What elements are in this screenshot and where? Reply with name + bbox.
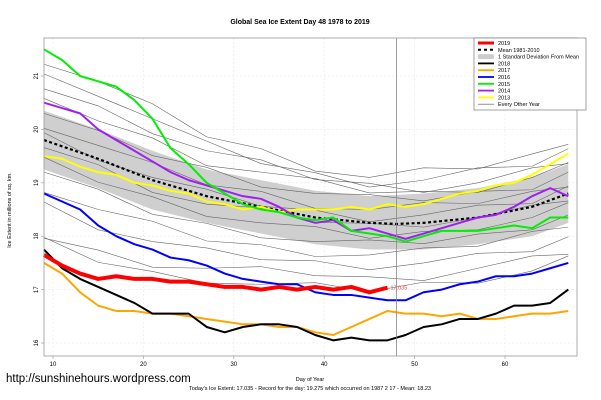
legend-item: 2015 bbox=[478, 82, 510, 88]
y-tick-label: 20 bbox=[34, 125, 40, 132]
legend-label: 2017 bbox=[498, 68, 510, 74]
series-line-2014 bbox=[43, 101, 569, 240]
legend-label: 2015 bbox=[498, 82, 510, 88]
footer-url[interactable]: http://sunshinehours.wordpress.com bbox=[6, 373, 191, 385]
legend-item: 2018 bbox=[478, 61, 510, 67]
y-tick-label: 18 bbox=[34, 232, 40, 239]
other-year-line bbox=[43, 88, 569, 193]
chart-subnote: Today's Ice Extent: 17.035 - Record for … bbox=[189, 386, 431, 392]
series-line-2013 bbox=[43, 152, 569, 214]
x-tick-label: 60 bbox=[502, 362, 509, 368]
series-line-2017 bbox=[43, 262, 569, 336]
legend-label: 2018 bbox=[498, 61, 510, 67]
legend-label: Mean 1981-2010 bbox=[498, 48, 540, 54]
legend-label: 2019 bbox=[498, 41, 510, 47]
other-year-line bbox=[43, 98, 569, 194]
series-line-2015 bbox=[43, 48, 569, 243]
plot-frame bbox=[43, 37, 578, 357]
other-year-line bbox=[43, 201, 569, 271]
legend-label: 2016 bbox=[498, 75, 510, 81]
y-tick-label: 16 bbox=[34, 339, 40, 346]
sd-band-layer bbox=[43, 110, 569, 250]
current-day-layer: 17.035 bbox=[390, 38, 407, 356]
y-axis: 16 17 18 19 20 21 bbox=[34, 72, 44, 346]
legend-label: 2013 bbox=[498, 95, 510, 101]
x-tick-label: 50 bbox=[411, 362, 418, 368]
chart-title: Global Sea Ice Extent Day 48 1978 to 201… bbox=[230, 19, 369, 26]
other-year-line bbox=[43, 156, 569, 239]
series-layer bbox=[42, 48, 569, 342]
legend-item: 2013 bbox=[478, 95, 510, 101]
other-year-line bbox=[43, 128, 569, 210]
sd-band bbox=[43, 110, 569, 250]
other-year-line bbox=[43, 192, 569, 257]
legend-swatch bbox=[478, 54, 494, 60]
other-year-line bbox=[43, 113, 569, 202]
legend-item: 1 Standard Deviation From Mean bbox=[478, 54, 579, 61]
other-year-line bbox=[43, 73, 569, 188]
other-year-line bbox=[43, 236, 569, 293]
y-axis-label: Ice Extent in millions of sq. km. bbox=[7, 172, 13, 248]
x-tick-label: 10 bbox=[50, 362, 57, 368]
x-axis-label: Day of Year bbox=[296, 377, 325, 383]
series-line-2018 bbox=[43, 248, 569, 342]
legend-item: 2019 bbox=[478, 41, 510, 47]
x-tick-label: 40 bbox=[321, 362, 328, 368]
series-line-2019 bbox=[42, 253, 388, 295]
other-year-line bbox=[43, 63, 569, 178]
legend-label: Every Other Year bbox=[498, 102, 540, 108]
legend-item: 2017 bbox=[478, 68, 510, 74]
legend-item: Every Other Year bbox=[478, 102, 540, 108]
y-tick-label: 19 bbox=[34, 179, 40, 186]
x-tick-label: 30 bbox=[230, 362, 237, 368]
y-tick-label: 21 bbox=[34, 72, 40, 79]
other-year-line bbox=[43, 238, 569, 281]
legend-label: 2014 bbox=[498, 89, 510, 95]
other-year-line bbox=[43, 171, 569, 244]
y-tick-label: 17 bbox=[34, 286, 40, 293]
mean-layer bbox=[43, 139, 569, 226]
x-axis: 10 20 30 40 50 60 bbox=[50, 356, 509, 368]
legend-label: 1 Standard Deviation From Mean bbox=[498, 55, 579, 61]
x-tick-label: 20 bbox=[140, 362, 147, 368]
legend-item: 2016 bbox=[478, 75, 510, 81]
current-value-label: 17.035 bbox=[390, 286, 407, 292]
legend-item: Mean 1981-2010 bbox=[478, 48, 540, 54]
mean-line bbox=[43, 139, 569, 226]
legend-item: 2014 bbox=[478, 89, 510, 95]
